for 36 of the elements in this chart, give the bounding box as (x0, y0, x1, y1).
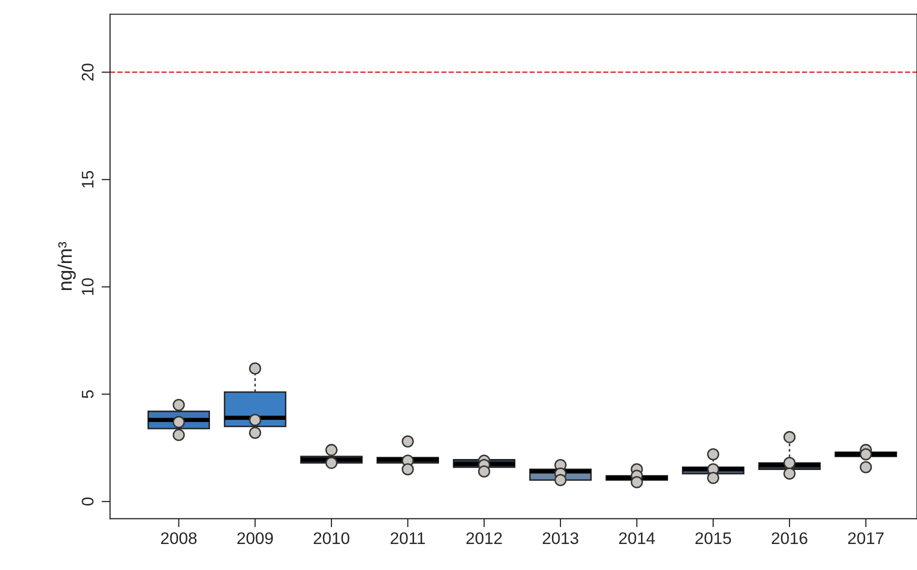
x-tick-label: 2008 (161, 532, 197, 544)
point (172, 416, 185, 428)
point (783, 431, 796, 444)
y-tick-label: 5 (82, 390, 94, 398)
point (707, 472, 720, 484)
point (249, 414, 262, 426)
point (249, 362, 262, 375)
x-tick-label: 2010 (314, 532, 350, 544)
x-tick-label: 2017 (848, 532, 884, 544)
point (249, 426, 262, 439)
x-tick-label: 2014 (619, 532, 655, 544)
point (554, 474, 567, 486)
x-tick-label: 2015 (695, 532, 731, 544)
x-tick-label: 2011 (390, 532, 425, 544)
point (325, 456, 338, 469)
y-axis-title: ng/m³ (58, 242, 76, 290)
point (783, 456, 796, 469)
point (478, 465, 490, 478)
point (172, 398, 185, 412)
point (325, 444, 338, 456)
y-tick-label: 20 (82, 64, 94, 81)
point (402, 435, 414, 448)
point (172, 428, 185, 442)
point (402, 463, 414, 476)
point (860, 461, 872, 474)
point (630, 476, 643, 488)
x-tick-label: 2012 (466, 532, 502, 544)
point (860, 448, 872, 460)
y-tick-label: 15 (82, 170, 94, 188)
x-tick-label: 2009 (237, 532, 273, 544)
x-tick-label: 2013 (542, 532, 578, 544)
point (783, 468, 796, 480)
y-tick-label: 0 (82, 498, 94, 506)
y-tick-label: 10 (82, 278, 94, 295)
x-tick-label: 2016 (772, 532, 808, 544)
point (707, 448, 720, 460)
